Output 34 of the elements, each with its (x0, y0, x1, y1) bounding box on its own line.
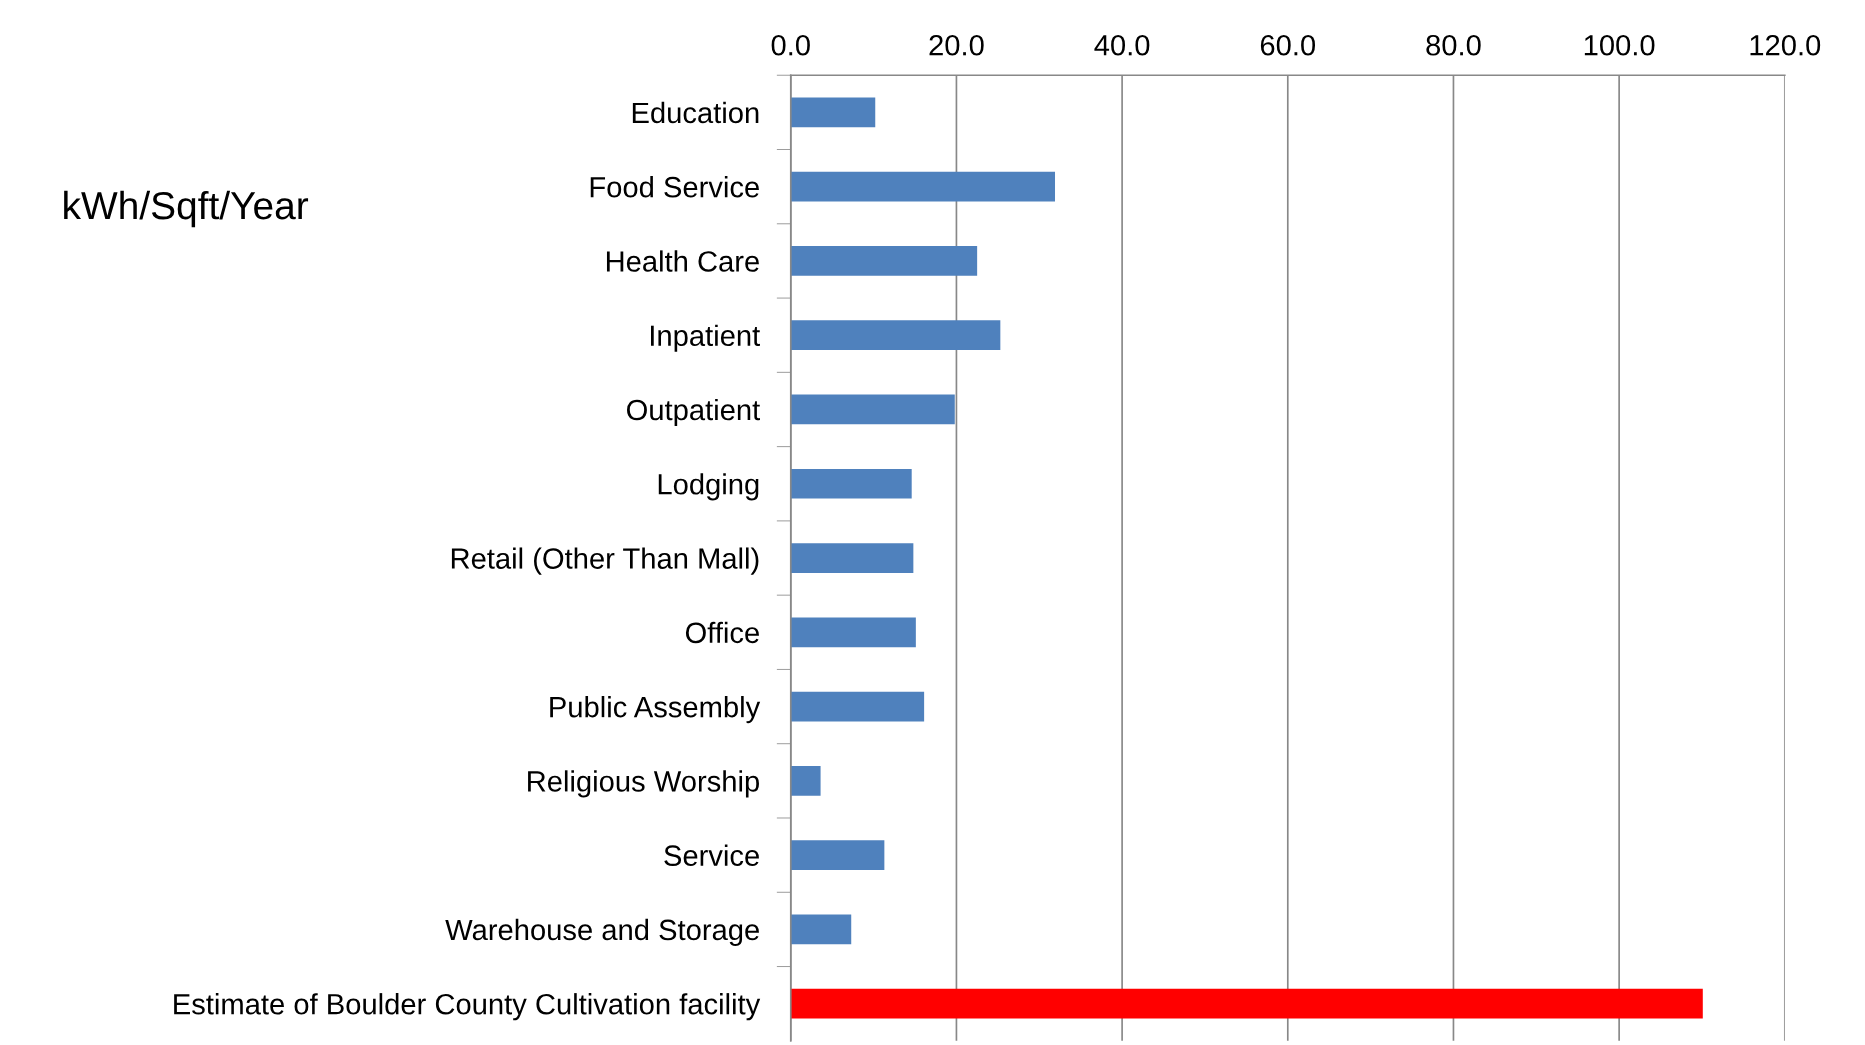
bar (790, 97, 876, 128)
x-tick-label: 40.0 (1094, 34, 1150, 56)
y-tick-label: Service (664, 844, 759, 866)
y-tick-label: Inpatient (651, 324, 760, 352)
y-tick-label: Office (685, 621, 759, 644)
x-tick-label: 80.0 (1426, 34, 1481, 56)
x-tick-label: 20.0 (929, 34, 984, 56)
bar (790, 840, 885, 870)
x-tick-label: 100.0 (1584, 34, 1655, 56)
x-tick-label: 0.0 (771, 34, 810, 56)
bar (790, 320, 1001, 351)
x-tick-label: 60.0 (1260, 34, 1316, 56)
y-tick-label: Religious Worship (528, 770, 759, 798)
y-tick-label: Estimate of Boulder County Cultivation facility (174, 993, 761, 1021)
bar (790, 468, 912, 499)
bar (790, 914, 852, 945)
y-tick-label: Outpatient (627, 398, 760, 427)
bar (790, 171, 1056, 202)
bar (790, 246, 978, 276)
bar (790, 543, 914, 573)
y-tick-label: Food Service (590, 176, 759, 198)
text: kWh/Sqft/Year (64, 190, 309, 228)
bar (790, 617, 916, 648)
x-tick-label: 120.0 (1750, 34, 1821, 56)
y-tick-label: Retail (Other Than Mall) (451, 547, 759, 575)
bar (790, 691, 925, 722)
bar (790, 394, 955, 425)
bar (790, 988, 1703, 1019)
y-tick-label: Education (632, 101, 759, 124)
y-tick-label: Public Assembly (550, 696, 761, 724)
y-tick-label: Warehouse and Storage (445, 918, 759, 947)
y-tick-label: Lodging (658, 473, 759, 501)
y-tick-label: Health Care (606, 250, 759, 272)
bar (790, 766, 821, 796)
